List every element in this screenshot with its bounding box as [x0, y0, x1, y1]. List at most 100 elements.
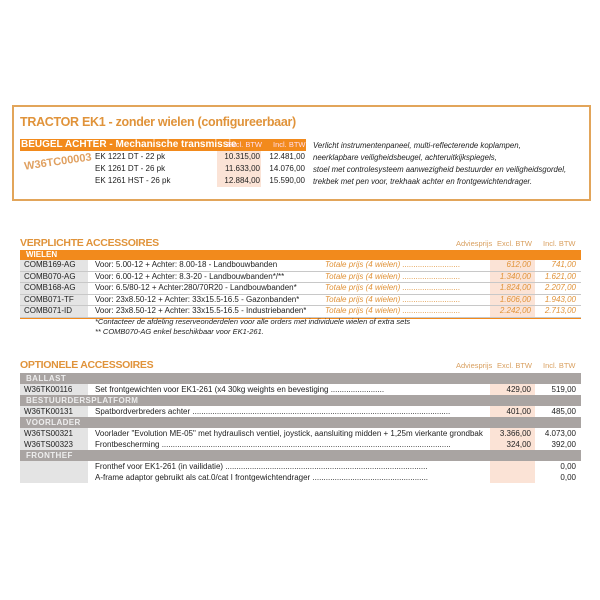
wheel-row: COMB169-AG Voor: 5.00-12 + Achter: 8.00-1…: [20, 260, 581, 272]
accessory-incl: 0,00: [560, 473, 576, 482]
accessory-desc: Set frontgewichten voor EK1-261 (x4 30kg…: [95, 385, 385, 394]
wheel-incl: 741,00: [551, 260, 576, 269]
model-name: EK 1221 DT - 22 pk: [95, 152, 166, 161]
col-excl: Excl. BTW: [227, 140, 262, 149]
wheel-code: COMB168-AG: [20, 283, 88, 294]
model-row: EK 1261 HST - 26 pk 12.884,00 15.590,00: [95, 175, 307, 187]
wheel-row: COMB070-AG Voor: 6.00-12 + Achter: 8.3-20…: [20, 271, 581, 284]
desc-line: Verlicht instrumentenpaneel, multi-refle…: [313, 141, 521, 150]
accessory-code: W36TS00323: [20, 439, 88, 450]
model-row: EK 1261 DT - 26 pk 11.633,00 14.076,00: [95, 163, 307, 175]
col-excl: Excl. BTW: [497, 239, 532, 248]
accessory-excl: [490, 472, 535, 483]
accessory-row: Fronthef voor EK1-261 (in vailidatie) ..…: [20, 461, 581, 472]
mandatory-title: VERPLICHTE ACCESSOIRES: [20, 237, 159, 249]
accessory-code: W36TK00131: [20, 406, 88, 417]
wheel-desc: Voor: 5.00-12 + Achter: 8.00-18 - Landbo…: [95, 260, 278, 269]
col-advies: Adviesprijs: [456, 361, 493, 370]
accessory-incl: 485,00: [551, 407, 576, 416]
accessory-row: W36TS00323 Frontbescherming .............…: [20, 439, 581, 450]
wheel-excl: 1.340,00: [490, 271, 535, 283]
model-row: EK 1221 DT - 22 pk 10.315,00 12.481,00: [95, 151, 307, 163]
group-voorlader: VOORLADER: [20, 417, 581, 428]
product-box: [12, 105, 591, 201]
wheel-total-label: Totale prijs (4 wielen) ................…: [325, 260, 461, 269]
accessory-excl: 401,00: [490, 406, 535, 417]
desc-line: trekbek met pen voor, trekhaak achter en…: [313, 177, 533, 186]
model-incl: 15.590,00: [269, 176, 305, 185]
accessory-desc: Spatbordverbreders achter ..............…: [95, 407, 451, 416]
optional-table: BALLAST W36TK00116 Set frontgewichten voor…: [20, 373, 581, 483]
accessory-incl: 4.073,00: [544, 429, 576, 438]
group-bestuurdersplatform: BESTUURDERSPLATFORM: [20, 395, 581, 406]
accessory-excl: [490, 461, 535, 472]
accessory-desc: Fronthef voor EK1-261 (in vailidatie) ..…: [95, 462, 428, 471]
accessory-incl: 392,00: [551, 440, 576, 449]
accessory-code: W36TK00116: [20, 384, 88, 395]
wheel-code: COMB169-AG: [20, 260, 88, 271]
wheel-desc: Voor: 23x8.50-12 + Achter: 33x15.5-16.5 …: [95, 294, 300, 304]
product-description: Verlicht instrumentenpaneel, multi-refle…: [313, 140, 566, 188]
group-fronthef: FRONTHEF: [20, 450, 581, 461]
wheels-table: WIELEN COMB169-AG Voor: 5.00-12 + Achter:…: [20, 250, 581, 319]
wheel-code: COMB070-AG: [20, 271, 88, 283]
wheel-excl: 1.606,00: [490, 294, 535, 306]
footnotes: *Contacteer de afdeling reserveonderdele…: [95, 317, 410, 337]
wheel-row: COMB071-TF Voor: 23x8.50-12 + Achter: 33x…: [20, 294, 581, 307]
accessory-desc: A-frame adaptor gebruikt als cat.0/cat I…: [95, 473, 429, 482]
group-wielen: WIELEN: [20, 250, 581, 260]
wheel-row: COMB071-ID Voor: 23x8.50-12 + Achter: 33x…: [20, 306, 581, 318]
accessory-code: [20, 472, 88, 483]
footnote: ** COMB070-AG enkel beschikbaar voor EK1…: [95, 327, 264, 336]
model-name: EK 1261 HST - 26 pk: [95, 176, 171, 185]
desc-line: neerklapbare veiligheidsbeugel, achterui…: [313, 153, 497, 162]
accessory-row: W36TK00131 Spatbordverbreders achter ....…: [20, 406, 581, 417]
accessory-row: A-frame adaptor gebruikt als cat.0/cat I…: [20, 472, 581, 483]
accessory-incl: 519,00: [551, 385, 576, 394]
accessory-excl: 3.366,00: [490, 428, 535, 439]
wheel-incl: 2.713,00: [544, 306, 576, 316]
accessory-incl: 0,00: [560, 462, 576, 471]
wheel-total-label: Totale prijs (4 wielen) ................…: [325, 271, 461, 281]
product-header: BEUGEL ACHTER - Mechanische transmissie: [21, 139, 237, 150]
wheel-incl: 1.943,00: [544, 294, 576, 304]
wheel-code: COMB071-ID: [20, 306, 88, 317]
accessory-desc: Voorlader "Evolution ME-05" met hydrauli…: [95, 429, 485, 438]
col-incl: Incl. BTW: [543, 361, 576, 370]
col-advies: Adviesprijs: [456, 239, 493, 248]
wheel-desc: Voor: 23x8.50-12 + Achter: 33x15.5-16.5 …: [95, 306, 307, 316]
col-excl: Excl. BTW: [497, 361, 532, 370]
model-excl: 12.884,00: [224, 176, 260, 185]
wheel-desc: Voor: 6.00-12 + Achter: 8.3-20 - Landbou…: [95, 271, 285, 281]
wheel-row: COMB168-AG Voor: 6.5/80-12 + Achter:280/7…: [20, 283, 581, 295]
wheel-total-label: Totale prijs (4 wielen) ................…: [325, 283, 461, 293]
product-title: TRACTOR EK1 - zonder wielen (configureer…: [20, 115, 296, 129]
model-excl: 11.633,00: [225, 164, 260, 173]
group-ballast: BALLAST: [20, 373, 581, 384]
excl-column-bg: [217, 151, 261, 187]
footnote: *Contacteer de afdeling reserveonderdele…: [95, 317, 411, 326]
model-excl: 10.315,00: [224, 152, 260, 161]
accessory-code: W36TS00321: [20, 428, 88, 439]
model-incl: 12.481,00: [269, 152, 305, 161]
accessory-code: [20, 461, 88, 472]
wheel-incl: 2.207,00: [544, 283, 576, 293]
wheel-excl: 1.824,00: [490, 283, 535, 294]
wheel-total-label: Totale prijs (4 wielen) ................…: [325, 294, 461, 304]
accessory-excl: 429,00: [490, 384, 535, 395]
model-name: EK 1261 DT - 26 pk: [95, 164, 166, 173]
col-incl: Incl. BTW: [273, 140, 306, 149]
product-header-bar: BEUGEL ACHTER - Mechanische transmissie …: [20, 139, 306, 151]
col-incl: Incl. BTW: [543, 239, 576, 248]
wheel-incl: 1.621,00: [544, 271, 576, 281]
wheel-excl: 612,00: [490, 260, 535, 271]
wheel-total-label: Totale prijs (4 wielen) ................…: [325, 306, 461, 316]
accessory-excl: 324,00: [490, 439, 535, 450]
wheel-desc: Voor: 6.5/80-12 + Achter:280/70R20 - Lan…: [95, 283, 297, 293]
wheel-code: COMB071-TF: [20, 294, 88, 306]
optional-title: OPTIONELE ACCESSOIRES: [20, 359, 154, 371]
wheel-excl: 2.242,00: [490, 306, 535, 317]
accessory-row: W36TK00116 Set frontgewichten voor EK1-26…: [20, 384, 581, 395]
accessory-row: W36TS00321 Voorlader "Evolution ME-05" me…: [20, 428, 581, 439]
model-incl: 14.076,00: [269, 164, 305, 173]
